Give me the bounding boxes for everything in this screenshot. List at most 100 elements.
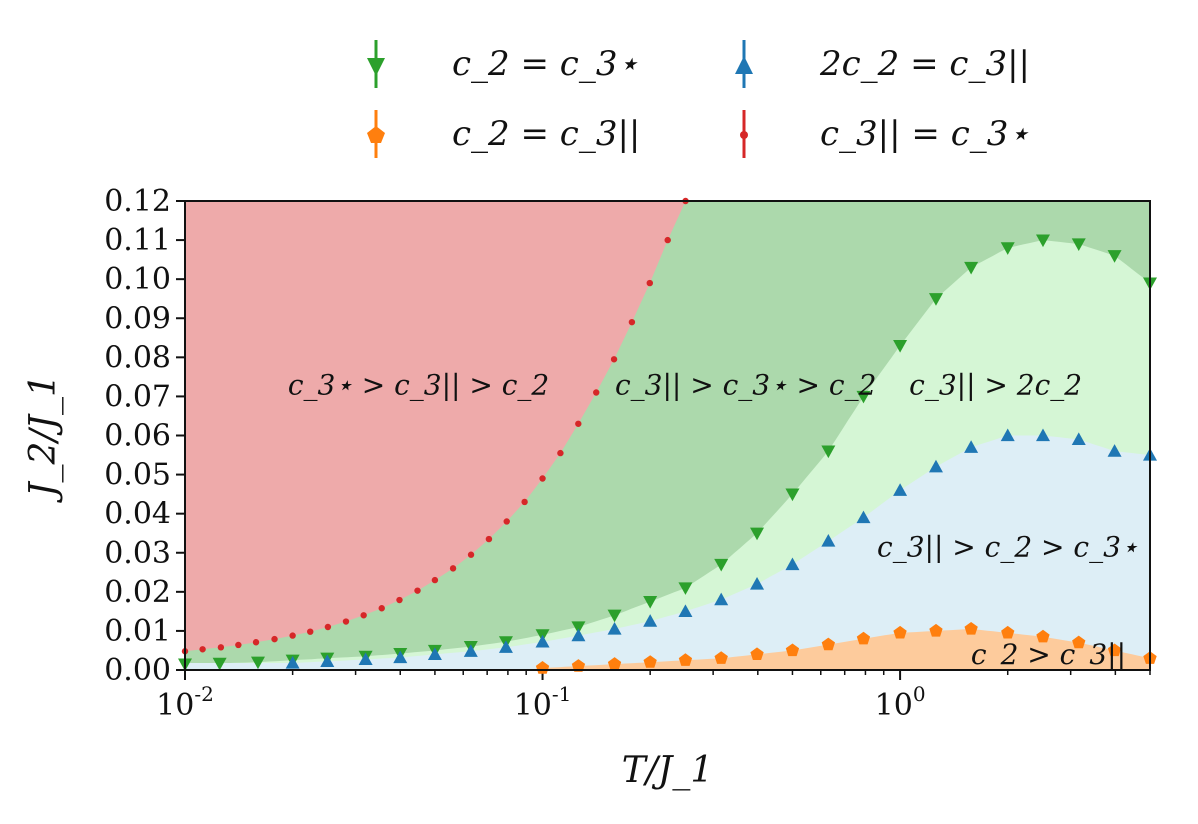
triangle-down-point <box>714 558 729 572</box>
y-tick-label: 0.09 <box>104 301 171 336</box>
ticks-layer: 0.00 0.01 0.02 0.03 0.04 0.05 0.06 0.07 0.08 0.09… <box>104 184 1151 723</box>
triangle-up-point <box>678 604 693 617</box>
legend-item-orange: c_2 = c_3|| <box>362 106 640 162</box>
pentagon-point <box>929 623 943 637</box>
circle-point <box>664 236 671 244</box>
triangle-down-marker-icon <box>367 40 385 88</box>
triangle-down-point <box>1071 238 1086 251</box>
legend-label: c_3|| = c_3⋆ <box>820 114 1030 154</box>
triangle-up-point <box>964 440 979 453</box>
circle-point <box>360 612 367 619</box>
circle-point <box>217 644 225 651</box>
triangle-up-point <box>393 650 408 664</box>
circle-point <box>449 565 457 572</box>
region-c2-gt-c3par <box>542 629 1150 670</box>
y-tick-label: 0.12 <box>104 184 171 219</box>
triangle-down-point <box>1107 250 1122 263</box>
pentagon-point <box>785 643 800 657</box>
y-tick-label: 0.06 <box>104 419 171 454</box>
legend-item-red: c_3|| = c_3⋆ <box>730 106 1030 162</box>
legend-item-green: c_2 = c_3⋆ <box>362 36 639 92</box>
x-tick-label: 10-1 <box>514 682 572 723</box>
triangle-down-point <box>212 657 227 671</box>
triangle-down-point <box>571 621 586 635</box>
circle-point <box>485 535 493 543</box>
pentagon-point <box>1072 635 1086 649</box>
triangle-up-point <box>750 577 765 590</box>
y-tick-label: 0.10 <box>104 262 171 297</box>
triangle-up-point <box>571 628 586 642</box>
triangle-up-point <box>714 592 729 606</box>
circle-point <box>431 576 439 584</box>
triangle-down-point <box>785 488 800 502</box>
plot-frame <box>184 200 1151 671</box>
triangle-up-point <box>358 652 373 666</box>
circle-marker-icon <box>740 110 748 158</box>
triangle-down-point <box>678 582 693 595</box>
region-label: c_3|| > c_2 > c_3⋆ <box>877 531 1138 564</box>
pentagon-point <box>1001 625 1015 639</box>
pentagon-marker-icon <box>367 110 385 158</box>
circle-point <box>199 646 206 653</box>
triangle-down-point <box>928 293 943 306</box>
series-layer <box>178 197 1157 674</box>
triangle-down-point <box>856 390 871 404</box>
circle-point <box>307 628 314 635</box>
triangle-up-point <box>1000 428 1015 442</box>
triangle-up-point <box>463 644 478 657</box>
region-label: c_3|| > c_3⋆ > c_2 <box>615 368 876 401</box>
circle-point <box>593 389 600 396</box>
legend-label: c_2 = c_3⋆ <box>452 44 639 84</box>
region-c3star-gt-c3par-gt-c2 <box>185 201 686 670</box>
pentagon-point <box>893 625 907 639</box>
triangle-up-point <box>893 483 908 496</box>
circle-point <box>628 318 636 326</box>
triangle-up-point <box>821 534 836 547</box>
triangle-down-point <box>1000 242 1015 255</box>
region-label: c_2 > c_3|| <box>971 638 1126 671</box>
pentagon-point <box>1107 643 1122 657</box>
triangle-down-point <box>750 527 765 541</box>
pentagon-point <box>607 657 622 670</box>
pentagon-point <box>643 655 657 668</box>
pentagon-point <box>856 631 871 645</box>
legend: c_2 = c_3⋆ c_2 = c_3|| 2c_2 = c_3|| c_3|… <box>0 22 1198 172</box>
y-tick-label: 0.04 <box>104 497 171 532</box>
circle-point <box>342 618 350 625</box>
circle-point <box>646 279 653 287</box>
triangle-up-point <box>928 459 943 473</box>
circle-point <box>252 639 260 646</box>
triangle-up-point <box>856 510 871 524</box>
circle-point <box>521 498 528 506</box>
legend-item-blue: 2c_2 = c_3|| <box>730 36 1030 92</box>
y-tick-label: 0.08 <box>104 340 171 375</box>
circle-point <box>575 420 582 427</box>
circle-point <box>378 605 385 612</box>
circle-point <box>467 551 475 558</box>
y-axis-label: J_2/J_1 <box>23 374 64 504</box>
triangle-up-point <box>320 654 335 668</box>
triangle-down-point <box>964 261 979 275</box>
y-tick-label: 0.00 <box>104 653 171 688</box>
triangle-up-point <box>785 557 800 571</box>
circle-point <box>271 635 278 643</box>
triangle-down-point <box>250 656 265 670</box>
legend-label: c_2 = c_3|| <box>452 114 641 154</box>
circle-point <box>610 356 618 363</box>
pentagon-point <box>1036 629 1050 643</box>
pentagon-point <box>964 622 978 635</box>
circle-point <box>289 632 296 639</box>
triangle-up-point <box>607 621 622 635</box>
triangle-up-point <box>285 655 300 669</box>
pentagon-point <box>821 637 835 651</box>
triangle-up-point <box>1107 444 1122 457</box>
pentagon-point <box>714 651 728 664</box>
triangle-up-point <box>1035 428 1050 442</box>
circle-point <box>235 641 242 649</box>
legend-label: 2c_2 = c_3|| <box>820 44 1030 84</box>
circle-point <box>539 475 546 482</box>
pentagon-point <box>678 653 693 666</box>
y-tick-label: 0.03 <box>104 536 171 571</box>
circle-point <box>396 596 403 604</box>
